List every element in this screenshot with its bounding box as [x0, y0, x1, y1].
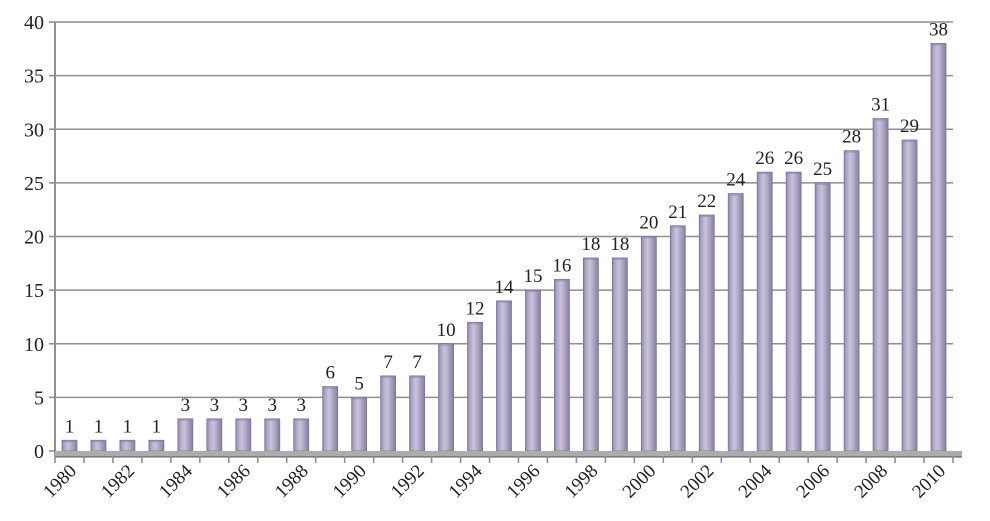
bar-value-label: 3: [268, 395, 278, 416]
bar: [785, 171, 802, 452]
bar-value-label: 38: [929, 19, 948, 40]
bar-value-label: 20: [639, 213, 658, 234]
bar-value-label: 1: [123, 416, 133, 437]
bar: [872, 118, 889, 452]
x-tick-label: 1998: [561, 461, 603, 503]
bar: [322, 386, 339, 452]
bar: [930, 43, 947, 452]
bar: [669, 225, 686, 452]
y-tick-label: 20: [24, 227, 44, 249]
bar: [496, 300, 512, 452]
x-axis-baseline: [55, 451, 962, 456]
bar-value-label: 3: [239, 395, 249, 416]
x-tick-label: 2004: [735, 460, 777, 502]
bar-value-label: 5: [354, 373, 364, 394]
bar: [438, 343, 454, 452]
bar-value-label: 1: [94, 416, 104, 437]
x-tick-label: 2002: [677, 461, 719, 503]
y-tick-label: 35: [24, 66, 44, 88]
bar-value-label: 18: [610, 234, 629, 255]
bar-value-label: 18: [581, 234, 600, 255]
bar-value-label: 29: [900, 116, 919, 137]
x-tick-label: 1990: [329, 461, 371, 503]
y-tick-label: 5: [34, 387, 44, 409]
y-tick-label: 30: [24, 119, 44, 141]
x-tick-label: 1992: [387, 461, 429, 503]
bar: [814, 182, 831, 452]
x-tick-label: 1984: [155, 460, 197, 502]
bar: [409, 375, 425, 452]
bar: [293, 418, 310, 452]
bar-value-label: 24: [726, 170, 746, 191]
bar-value-label: 16: [552, 255, 571, 276]
y-tick-label: 0: [34, 441, 44, 463]
x-tick-label: 1988: [271, 461, 313, 503]
bar-value-label: 1: [65, 416, 75, 437]
bar: [756, 171, 773, 452]
bar-value-label: 6: [325, 363, 335, 384]
bar-value-label: 22: [697, 191, 716, 212]
y-tick-label: 25: [24, 173, 44, 195]
bar: [235, 418, 252, 452]
bar-value-label: 10: [437, 320, 456, 341]
bar-value-label: 7: [383, 352, 393, 373]
bar: [698, 214, 715, 452]
bar-value-label: 21: [668, 202, 687, 223]
x-tick-label: 1996: [503, 461, 545, 503]
x-tick-label: 1986: [213, 461, 255, 503]
bar-value-label: 26: [755, 148, 774, 169]
y-tick-label: 40: [24, 12, 44, 34]
bar-value-label: 1: [152, 416, 162, 437]
bar: [525, 289, 541, 452]
x-tick-label: 1980: [39, 461, 81, 503]
x-tick-label: 2006: [792, 461, 834, 503]
bar: [640, 236, 657, 452]
bar: [554, 278, 570, 452]
bar: [727, 193, 744, 452]
bar: [611, 257, 628, 452]
bar: [901, 139, 918, 452]
bar-value-label: 7: [412, 352, 422, 373]
y-tick-label: 15: [24, 280, 44, 302]
x-tick-label: 2008: [850, 461, 892, 503]
bar-value-label: 3: [181, 395, 191, 416]
bar: [177, 418, 194, 452]
bar-value-label: 14: [495, 277, 515, 298]
bar: [843, 150, 860, 452]
x-tick-label: 2010: [908, 461, 950, 503]
bar: [583, 257, 599, 452]
bar: [264, 418, 281, 452]
x-tick-label: 2000: [619, 461, 661, 503]
bar-value-label: 26: [784, 148, 803, 169]
bar: [206, 418, 223, 452]
bar: [380, 375, 397, 452]
y-tick-label: 10: [24, 334, 44, 356]
bar-value-label: 3: [296, 395, 306, 416]
bar-value-label: 28: [842, 127, 861, 148]
x-tick-label: 1982: [97, 461, 139, 503]
bar: [351, 396, 368, 452]
bar-value-label: 12: [466, 298, 485, 319]
bar-value-label: 31: [871, 95, 890, 116]
bar-value-label: 3: [210, 395, 220, 416]
bar-value-label: 15: [523, 266, 542, 287]
bar-value-label: 25: [813, 159, 832, 180]
bar: [467, 321, 483, 452]
x-tick-label: 1994: [445, 460, 487, 502]
